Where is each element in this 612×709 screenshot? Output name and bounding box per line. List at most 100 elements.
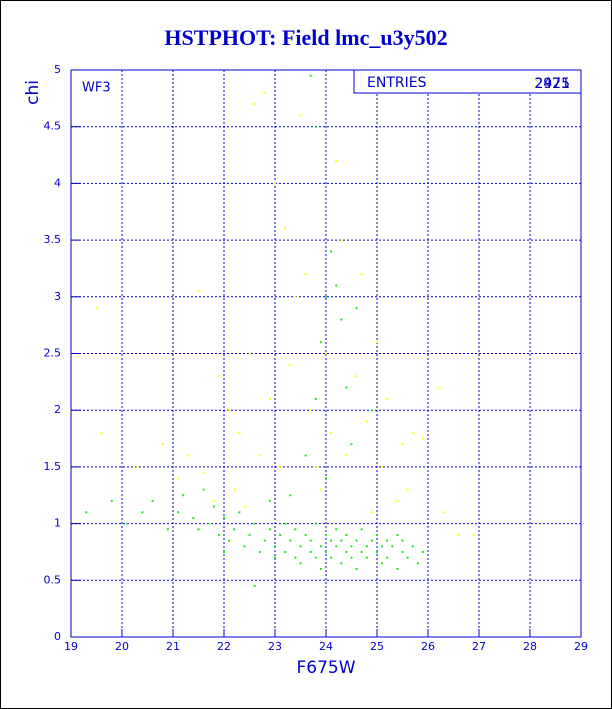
point bbox=[350, 556, 353, 559]
point bbox=[233, 488, 236, 491]
point bbox=[360, 550, 363, 553]
point bbox=[274, 556, 276, 559]
point bbox=[309, 550, 312, 553]
point bbox=[289, 363, 292, 366]
x-tick-label: 29 bbox=[574, 640, 588, 653]
point bbox=[335, 159, 338, 162]
stats-box bbox=[353, 69, 582, 94]
point bbox=[376, 341, 378, 344]
point bbox=[309, 74, 312, 77]
point bbox=[472, 533, 475, 536]
point bbox=[95, 307, 98, 310]
point bbox=[243, 505, 246, 508]
x-tick-label: 20 bbox=[115, 640, 129, 653]
x-tick-label: 22 bbox=[217, 640, 231, 653]
point bbox=[376, 550, 378, 553]
point bbox=[386, 397, 389, 400]
point bbox=[274, 182, 276, 185]
point bbox=[309, 539, 312, 542]
point bbox=[365, 556, 368, 559]
point bbox=[442, 511, 445, 514]
point bbox=[314, 556, 317, 559]
point bbox=[437, 386, 440, 389]
y-tick-label: 1.5 bbox=[44, 460, 62, 473]
point bbox=[406, 488, 409, 491]
point bbox=[350, 443, 353, 446]
point bbox=[299, 545, 302, 548]
point bbox=[421, 550, 424, 553]
point bbox=[192, 516, 195, 519]
point bbox=[274, 545, 276, 548]
chart-title: HSTPHOT: Field lmc_u3y502 bbox=[164, 25, 447, 50]
point bbox=[217, 533, 220, 536]
point bbox=[335, 284, 338, 287]
point bbox=[136, 465, 139, 468]
point bbox=[355, 539, 358, 542]
y-tick-label: 3.5 bbox=[44, 233, 62, 246]
point bbox=[197, 528, 200, 531]
point bbox=[416, 562, 419, 565]
point bbox=[457, 533, 460, 536]
y-tick-label: 4.5 bbox=[44, 120, 62, 133]
point bbox=[238, 511, 241, 514]
y-tick-label: 0.5 bbox=[44, 573, 62, 586]
point bbox=[314, 465, 317, 468]
point bbox=[355, 375, 358, 378]
point bbox=[370, 539, 373, 542]
point bbox=[319, 567, 322, 570]
point bbox=[177, 511, 180, 514]
point bbox=[161, 443, 164, 446]
point bbox=[319, 341, 322, 344]
point bbox=[248, 352, 251, 355]
point bbox=[370, 511, 373, 514]
point bbox=[401, 443, 404, 446]
point bbox=[289, 494, 292, 497]
point bbox=[396, 567, 399, 570]
point bbox=[126, 522, 129, 525]
point bbox=[228, 539, 231, 542]
point bbox=[258, 454, 261, 457]
point bbox=[360, 528, 363, 531]
point bbox=[202, 488, 205, 491]
x-tick-label: 19 bbox=[64, 640, 78, 653]
x-tick-label: 25 bbox=[370, 640, 384, 653]
y-tick-label: 2 bbox=[54, 403, 61, 416]
y-tick-label: 3 bbox=[54, 290, 61, 303]
point bbox=[217, 375, 220, 378]
point bbox=[279, 465, 282, 468]
point bbox=[284, 522, 287, 525]
x-tick-label: 26 bbox=[421, 640, 435, 653]
point bbox=[340, 539, 343, 542]
point bbox=[314, 397, 317, 400]
point bbox=[233, 528, 236, 531]
point bbox=[340, 562, 343, 565]
x-tick-label: 21 bbox=[166, 640, 180, 653]
point bbox=[325, 352, 327, 355]
point bbox=[345, 454, 348, 457]
point bbox=[151, 499, 154, 502]
point bbox=[253, 584, 256, 587]
y-axis-label: chi bbox=[23, 80, 43, 105]
point bbox=[299, 562, 302, 565]
point bbox=[345, 386, 348, 389]
x-tick-label: 28 bbox=[523, 640, 537, 653]
point bbox=[401, 550, 404, 553]
point bbox=[396, 533, 399, 536]
point bbox=[376, 533, 378, 536]
point bbox=[411, 545, 414, 548]
point bbox=[100, 431, 103, 434]
point bbox=[319, 488, 322, 491]
point bbox=[340, 318, 343, 321]
point bbox=[355, 567, 358, 570]
point bbox=[248, 533, 251, 536]
point bbox=[212, 505, 215, 508]
point bbox=[187, 454, 190, 457]
point bbox=[314, 522, 317, 525]
annotation: WF3 bbox=[82, 81, 111, 96]
point bbox=[197, 290, 200, 293]
point bbox=[345, 533, 348, 536]
point bbox=[340, 239, 343, 242]
point bbox=[268, 499, 271, 502]
point bbox=[360, 273, 363, 276]
